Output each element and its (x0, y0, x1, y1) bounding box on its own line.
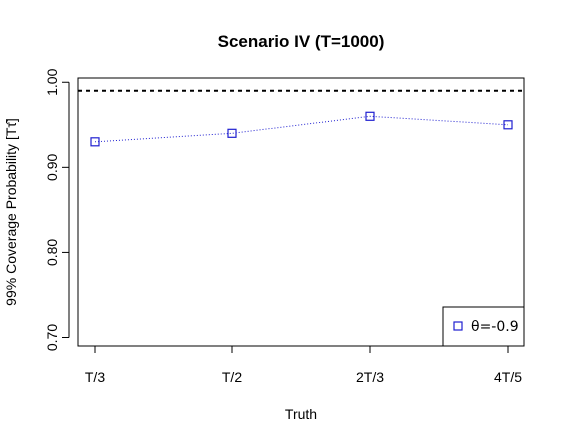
legend-marker (453, 321, 463, 331)
x-tick-label: T/2 (222, 369, 242, 385)
x-tick-label: 2T/3 (356, 369, 384, 385)
y-axis: 0.70 0.80 0.90 1.00 (44, 68, 70, 351)
series-group (90, 111, 513, 147)
data-point (90, 137, 100, 147)
y-axis-title: 99% Coverage Probability [Tτ̂] (3, 118, 19, 306)
y-tick-label: 0.90 (44, 153, 60, 180)
legend: θ=-0.9 (442, 306, 525, 347)
legend-box (442, 306, 525, 347)
y-tick-label: 0.70 (44, 324, 60, 351)
data-point (503, 120, 513, 130)
x-axis-title: Truth (285, 406, 317, 422)
plot-frame (77, 77, 525, 347)
x-tick-label: 4T/5 (494, 369, 522, 385)
data-point (227, 128, 237, 138)
y-tick-label: 0.80 (44, 239, 60, 266)
series-line (94, 115, 509, 143)
x-axis: T/3 T/2 2T/3 4T/5 (85, 345, 522, 385)
y-tick-label: 1.00 (44, 68, 60, 95)
chart-title: Scenario IV (T=1000) (218, 32, 385, 51)
legend-label: θ=-0.9 (471, 319, 519, 335)
data-point (365, 111, 375, 121)
x-tick-label: T/3 (85, 369, 105, 385)
